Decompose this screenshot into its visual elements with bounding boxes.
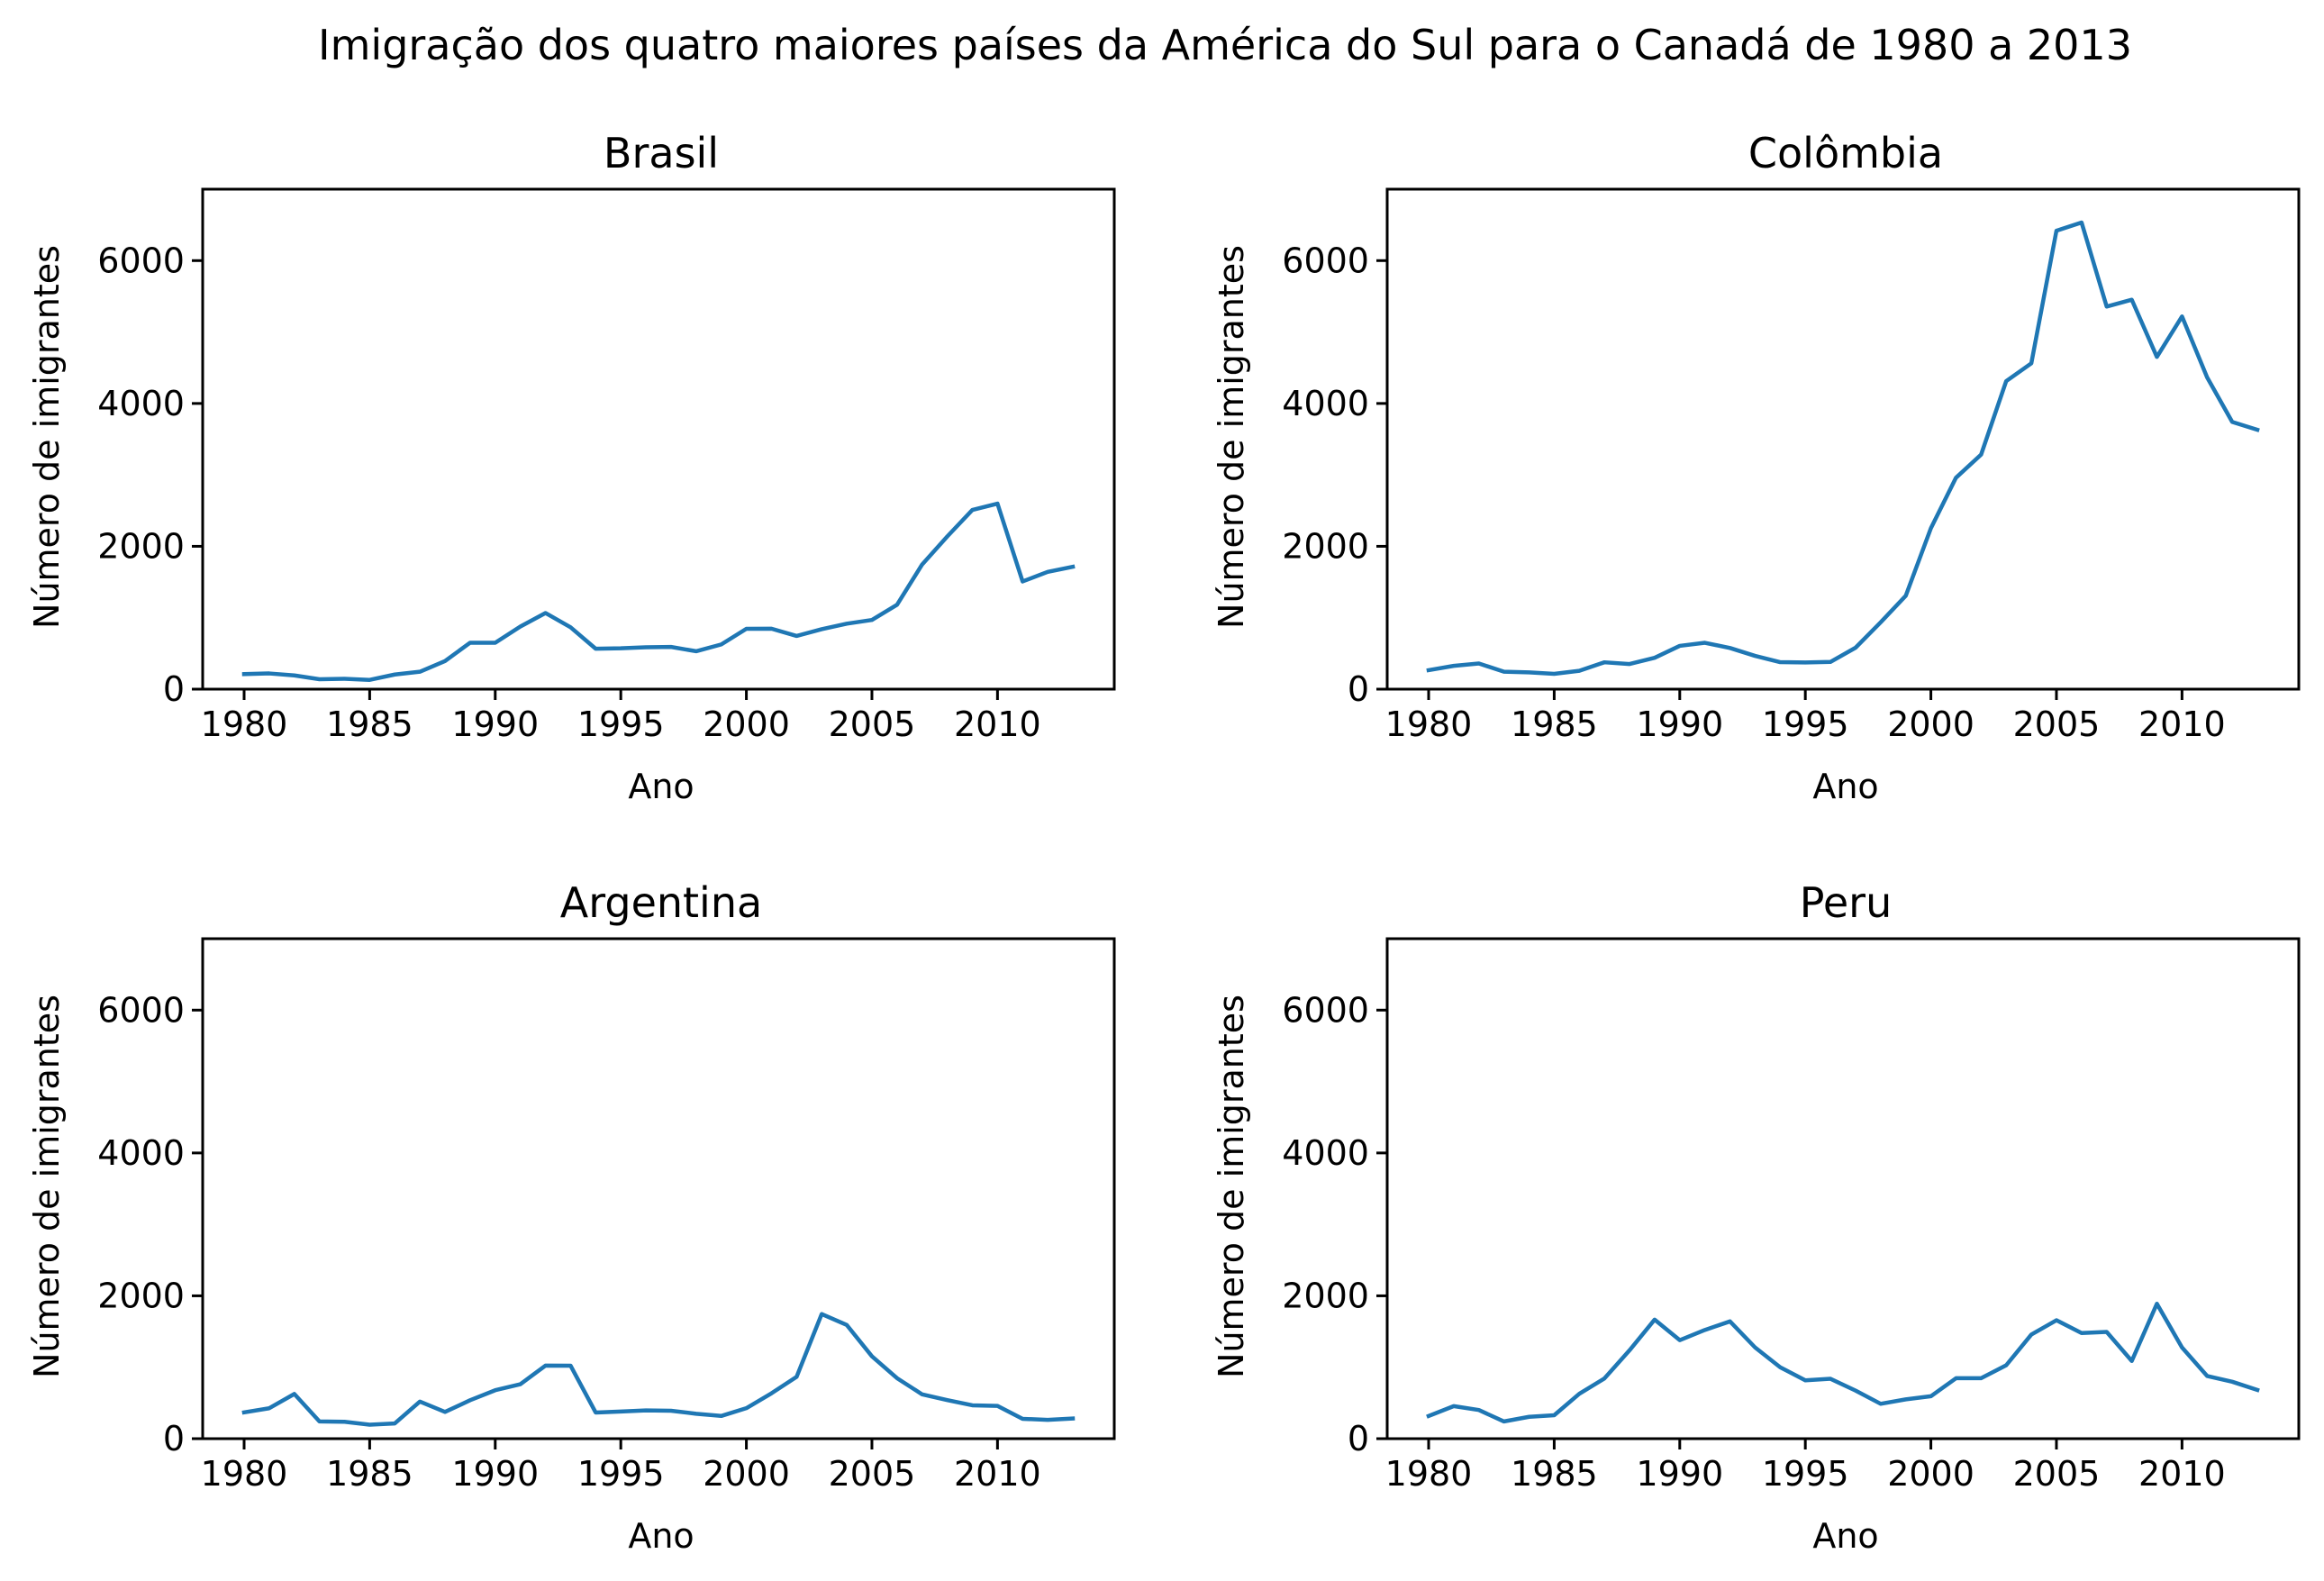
x-tick-label: 1995 — [1762, 704, 1849, 744]
x-tick-label: 1990 — [1636, 704, 1723, 744]
x-tick-label: 1985 — [326, 704, 413, 744]
x-tick-label: 2000 — [1887, 1454, 1974, 1494]
x-tick-label: 1980 — [1385, 1454, 1473, 1494]
x-tick-label: 1980 — [201, 704, 288, 744]
y-axis-label: Número de imigrantes — [1212, 245, 1251, 629]
subplot-title: Colômbia — [1748, 129, 1943, 177]
x-tick-label: 2000 — [703, 1454, 790, 1494]
x-tick-label: 1990 — [1636, 1454, 1723, 1494]
y-tick-label: 0 — [163, 669, 185, 709]
axes-frame — [1385, 187, 2301, 691]
y-tick-label: 2000 — [97, 526, 185, 566]
x-tick-label: 2010 — [2138, 1454, 2226, 1494]
x-axis-label: Ano — [628, 1516, 694, 1556]
x-tick-label: 1985 — [1511, 1454, 1598, 1494]
x-tick-label: 2010 — [2138, 704, 2226, 744]
y-tick-label: 0 — [1348, 669, 1369, 709]
subplot-title: Argentina — [560, 878, 762, 927]
y-axis-label: Número de imigrantes — [27, 245, 67, 629]
x-tick-label: 1990 — [451, 1454, 539, 1494]
axes-frame — [201, 937, 1116, 1440]
axes-frame — [201, 187, 1116, 691]
x-tick-label: 2010 — [954, 704, 1041, 744]
figure-title: Imigração dos quatro maiores países da A… — [318, 21, 2132, 69]
x-tick-label: 1985 — [326, 1454, 413, 1494]
subplot-title: Brasil — [604, 129, 719, 177]
series-line — [1426, 220, 2260, 677]
y-tick-label: 0 — [163, 1419, 185, 1458]
y-tick-label: 6000 — [1282, 241, 1369, 280]
series-line — [241, 501, 1076, 682]
y-tick-label: 2000 — [1282, 526, 1369, 566]
y-tick-label: 4000 — [97, 1133, 185, 1173]
y-tick-label: 6000 — [97, 241, 185, 280]
x-tick-label: 1995 — [577, 1454, 665, 1494]
subplot-title: Peru — [1800, 878, 1892, 927]
y-tick-label: 2000 — [97, 1276, 185, 1315]
x-tick-label: 1990 — [451, 704, 539, 744]
x-axis-label: Ano — [1812, 767, 1878, 806]
series-line — [1426, 1301, 2260, 1424]
x-tick-label: 1980 — [201, 1454, 288, 1494]
subplot-brasil: Brasil Ano Número de imigrantes 1980 1985… — [27, 129, 1116, 806]
y-axis-label: Número de imigrantes — [1212, 995, 1251, 1378]
subplot-peru: Peru Ano Número de imigrantes 1980 1985 19… — [1212, 878, 2301, 1556]
x-tick-label: 1995 — [577, 704, 665, 744]
x-tick-label: 2000 — [1887, 704, 1974, 744]
x-tick-label: 2005 — [2013, 1454, 2101, 1494]
subplot-argentina: Argentina Ano Número de imigrantes 1980 1… — [27, 878, 1116, 1556]
x-axis-label: Ano — [628, 767, 694, 806]
series-line — [241, 1312, 1076, 1427]
x-tick-label: 2000 — [703, 704, 790, 744]
y-tick-label: 0 — [1348, 1419, 1369, 1458]
y-tick-label: 6000 — [1282, 990, 1369, 1030]
x-tick-label: 2010 — [954, 1454, 1041, 1494]
y-axis-label: Número de imigrantes — [27, 995, 67, 1378]
subplot-colombia: Colômbia Ano Número de imigrantes 1980 19… — [1212, 129, 2301, 806]
axes-frame — [1385, 937, 2301, 1440]
x-tick-label: 1995 — [1762, 1454, 1849, 1494]
y-tick-label: 2000 — [1282, 1276, 1369, 1315]
x-tick-label: 2005 — [829, 704, 916, 744]
x-tick-label: 1985 — [1511, 704, 1598, 744]
y-tick-label: 4000 — [1282, 1133, 1369, 1173]
x-tick-label: 1980 — [1385, 704, 1473, 744]
y-tick-label: 4000 — [97, 384, 185, 423]
y-tick-label: 6000 — [97, 990, 185, 1030]
x-tick-label: 2005 — [2013, 704, 2101, 744]
x-axis-label: Ano — [1812, 1516, 1878, 1556]
y-tick-label: 4000 — [1282, 384, 1369, 423]
x-tick-label: 2005 — [829, 1454, 916, 1494]
